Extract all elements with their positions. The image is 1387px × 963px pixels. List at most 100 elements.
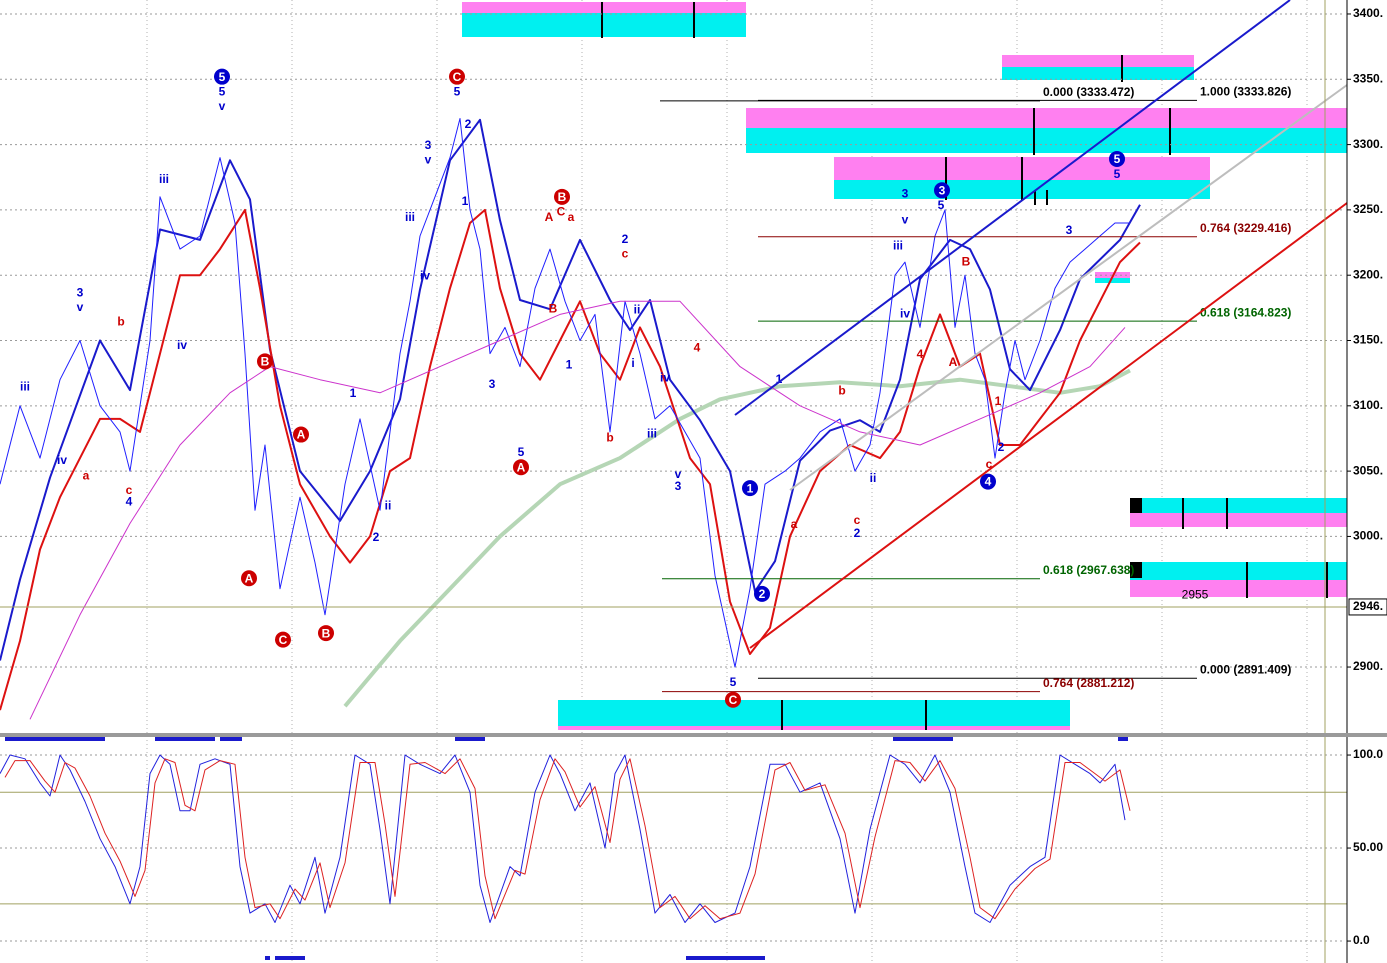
fib-label: 0.000 (3333.472) (1043, 85, 1134, 99)
wave-label: v (219, 99, 226, 113)
y-tick-label: 3300. (1353, 137, 1383, 151)
signal-bar (1118, 737, 1128, 741)
wave-label: 3 (425, 138, 432, 152)
wave-label: 1 (747, 481, 754, 495)
wave-label: c (854, 513, 861, 527)
wave-label: v (77, 300, 84, 314)
wave-label: iv (177, 338, 187, 352)
wave-label: 1 (995, 394, 1002, 408)
wave-marker (513, 459, 529, 476)
wave-label: c (986, 457, 993, 471)
wave-label: ii (385, 499, 392, 513)
y-tick-label: 3100. (1353, 398, 1383, 412)
fib-label: 0.618 (2967.638) (1043, 563, 1134, 577)
wave-label: ii (870, 471, 877, 485)
wave-label: v (675, 467, 682, 481)
wave-label: 5 (1114, 167, 1121, 181)
wave-marker (742, 480, 758, 497)
wave-label: C (729, 693, 738, 707)
wave-label: 2 (373, 530, 380, 544)
wave-label: 3 (675, 479, 682, 493)
wave-label: iii (647, 427, 657, 441)
wave-marker (554, 188, 570, 205)
series-line (0, 118, 1141, 661)
wave-label: 2 (465, 117, 472, 131)
wave-label: b (117, 314, 124, 328)
wave-marker (754, 585, 770, 602)
wave-label: B (261, 355, 270, 369)
zone (1095, 278, 1130, 283)
wave-label: 5 (518, 445, 525, 459)
zone (1130, 580, 1347, 597)
signal-bar (155, 737, 215, 741)
wave-label: c (126, 483, 133, 497)
wave-label: 5 (730, 675, 737, 689)
y-tick-label: 0.0 (1353, 933, 1370, 947)
wave-marker (449, 68, 465, 85)
wave-label: iii (893, 239, 903, 253)
wave-label: A (949, 355, 958, 369)
y-tick-label: 100.0 (1353, 747, 1383, 761)
axis-area (1347, 0, 1387, 963)
wave-label: A (297, 428, 306, 442)
wave-marker (293, 426, 309, 443)
zone (558, 700, 1070, 726)
series-line (29, 300, 1126, 720)
wave-label: 3 (77, 286, 84, 300)
zone (746, 108, 1347, 128)
signal-bar (265, 956, 270, 960)
fib-label: 1.000 (3333.826) (1200, 85, 1291, 99)
signal-bar (686, 956, 765, 960)
y-tick-label: 2900. (1353, 659, 1383, 673)
series-line (343, 368, 1131, 708)
wave-label: a (83, 469, 90, 483)
wave-marker (318, 625, 334, 642)
fib-label: 0.000 (2891.409) (1200, 662, 1291, 676)
wave-label: A (517, 460, 526, 474)
wave-label: iv (900, 307, 910, 321)
wave-marker (214, 68, 230, 85)
plot-layer: 0.000 (3333.472) 1.000 (3333.826) 0.764 (3… (0, 13, 1347, 942)
wave-label: iii (405, 210, 415, 224)
series-line (0, 208, 1141, 711)
zone (462, 13, 746, 37)
zone-marker (1130, 562, 1142, 578)
y-tick-label: 50.00 (1353, 840, 1383, 854)
zone (462, 2, 746, 13)
wave-label: b (838, 384, 845, 398)
wave-label: iv (660, 371, 670, 385)
wave-marker (934, 182, 950, 199)
wave-label: 2 (854, 526, 861, 540)
wave-label: ii (634, 303, 641, 317)
y-tick-label: 3400. (1353, 6, 1383, 20)
wave-label: A (245, 571, 254, 585)
axis-layer: 3400. 3350. 3300. 3250. 3200. 3150. 3100. 3050.… (1347, 6, 1387, 947)
last-price-box (1348, 598, 1387, 616)
wave-label: iv (57, 453, 67, 467)
zones (462, 2, 1347, 730)
zone (1002, 55, 1194, 67)
wave-label: i (631, 356, 634, 370)
wave-label: 5 (219, 70, 226, 84)
wave-label: B (558, 190, 567, 204)
wave-label: 3 (902, 186, 909, 200)
wave-label: iv (420, 269, 430, 283)
y-tick-label: 3200. (1353, 267, 1383, 281)
wave-label: iii (20, 380, 30, 394)
wave-marker (275, 631, 291, 648)
wave-label: b (606, 431, 613, 445)
fib-label: 0.764 (2881.212) (1043, 676, 1134, 690)
last-price-label: 2946. (1353, 599, 1383, 613)
wave-label: 4 (694, 341, 701, 355)
wave-label: 3 (489, 377, 496, 391)
wave-marker (241, 570, 257, 587)
fib-label: 0.764 (3229.416) (1200, 221, 1291, 235)
y-tick-label: 3150. (1353, 333, 1383, 347)
wave-label: 5 (454, 85, 461, 99)
wave-label: 3 (1066, 223, 1073, 237)
wave-label: 2 (998, 440, 1005, 454)
y-tick-label: 3000. (1353, 529, 1383, 543)
signal-bar (455, 737, 485, 741)
